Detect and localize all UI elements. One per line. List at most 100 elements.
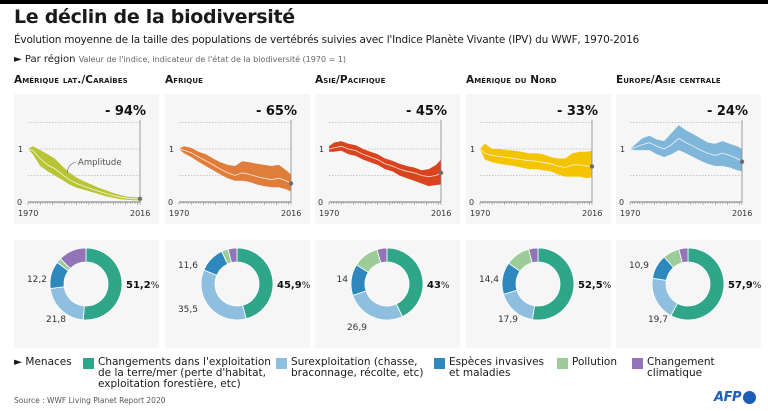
donut-slice-overexploitation: [651, 277, 679, 317]
donut-label-land-sea-use: 45,9%: [277, 280, 311, 291]
region-title: Asie/Pacifique: [315, 74, 386, 86]
x-tick-label: 2016: [130, 209, 150, 218]
y-tick-label: 0: [318, 198, 323, 207]
donut-label-overexploitation: 19,7: [648, 315, 668, 325]
x-tick-label: 2016: [281, 209, 301, 218]
donut-slice-overexploitation: [200, 269, 247, 321]
donut-slice-overexploitation: [352, 290, 403, 321]
y-tick-label: 0: [469, 198, 474, 207]
end-value-dot: [137, 196, 143, 202]
decline-percentage: - 45%: [406, 104, 447, 119]
decline-percentage: - 33%: [557, 104, 598, 119]
end-value-dot: [288, 181, 294, 186]
source-note: Source : WWF Living Planet Report 2020: [14, 396, 166, 405]
afp-logo: AFP: [714, 390, 756, 405]
page-title: Le déclin de la biodiversité: [14, 6, 295, 28]
legend-label: Surexploitation (chasse, braconnage, réc…: [291, 356, 424, 379]
by-region-label: ► Par région: [14, 54, 76, 65]
legend-label: Pollution: [572, 356, 617, 368]
index-chart: 0 1 1970 2016 - 33%: [469, 104, 602, 218]
legend-swatch: [632, 358, 643, 369]
donut-slice-climate-change: [227, 247, 238, 264]
donut-slice-climate-change: [376, 247, 388, 264]
decline-percentage: - 94%: [105, 104, 146, 119]
x-tick-label: 2016: [582, 209, 602, 218]
x-tick-label: 1970: [18, 209, 38, 218]
threats-donut-chart: 51,2% 12,2 21,8: [27, 247, 160, 325]
index-line: [178, 148, 292, 184]
index-line: [479, 148, 593, 168]
y-tick-label: 1: [620, 145, 625, 154]
donut-slice-climate-change: [528, 247, 539, 264]
donut-label-invasive-species: 11,6: [178, 261, 198, 271]
decline-percentage: - 24%: [707, 104, 748, 119]
x-tick-label: 1970: [169, 209, 189, 218]
donut-slice-climate-change: [59, 247, 87, 270]
x-tick-label: 1970: [620, 209, 640, 218]
x-tick-label: 2016: [732, 209, 752, 218]
donut-slice-land-sea-use: [531, 247, 575, 321]
donut-label-land-sea-use: 51,2%: [126, 280, 160, 291]
donut-label-invasive-species: 10,9: [629, 261, 649, 271]
legend-label: Changements dans l'exploitation de la te…: [98, 356, 271, 390]
amplitude-band: [28, 146, 140, 201]
threats-donut-chart: 52,5% 14,4 17,9: [479, 247, 612, 325]
end-value-dot: [739, 159, 745, 164]
subtitle: Évolution moyenne de la taille des popul…: [14, 34, 640, 46]
x-tick-label: 2016: [431, 209, 451, 218]
index-chart: 0 1 1970 2016 - 94% Amplitude: [17, 104, 150, 218]
donut-slice-land-sea-use: [82, 247, 123, 321]
threats-donut-chart: 57,9% 10,9 19,7: [629, 247, 762, 325]
y-tick-label: 0: [17, 198, 22, 207]
index-line: [328, 145, 442, 178]
donut-label-invasive-species: 14: [337, 275, 349, 285]
donut-label-overexploitation: 26,9: [347, 323, 367, 333]
donut-slice-climate-change: [678, 247, 689, 264]
legend-swatch: [557, 358, 568, 369]
index-line: [629, 137, 743, 163]
top-bar: [0, 0, 768, 4]
donut-slice-land-sea-use: [670, 247, 725, 321]
amplitude-band: [179, 146, 291, 192]
afp-logo-text: AFP: [714, 390, 741, 405]
index-chart: 0 1 1970 2016 - 65%: [168, 104, 301, 218]
y-tick-label: 1: [169, 145, 174, 154]
end-value-dot: [438, 170, 444, 176]
region-title: Afrique: [165, 74, 204, 86]
amplitude-band: [630, 125, 742, 172]
legend-title: ► Menaces: [14, 356, 72, 368]
threats-donut-chart: 45,9% 11,6 35,5: [178, 247, 311, 321]
amplitude-annotation: Amplitude: [78, 158, 122, 168]
donut-label-overexploitation: 21,8: [46, 315, 66, 325]
donut-label-overexploitation: 35,5: [178, 305, 198, 315]
donut-label-overexploitation: 17,9: [498, 315, 518, 325]
legend-swatch: [276, 358, 287, 369]
donut-label-land-sea-use: 52,5%: [578, 280, 612, 291]
donut-label-invasive-species: 14,4: [479, 275, 499, 285]
donut-label-invasive-species: 12,2: [27, 275, 47, 285]
by-region-heading: ► Par région Valeur de l'indice, indicat…: [14, 54, 346, 65]
y-tick-label: 0: [168, 198, 173, 207]
donut-label-land-sea-use: 57,9%: [728, 280, 762, 291]
legend-swatch: [83, 358, 94, 369]
x-tick-label: 1970: [319, 209, 339, 218]
y-tick-label: 1: [470, 145, 475, 154]
region-title: Amérique lat./Caraïbes: [14, 74, 128, 86]
x-tick-label: 1970: [470, 209, 490, 218]
end-value-dot: [589, 164, 595, 169]
decline-percentage: - 65%: [256, 104, 297, 119]
legend-label: Changement climatique: [647, 356, 715, 379]
afp-logo-dot: [743, 391, 756, 404]
legend-label: Espèces invasives et maladies: [449, 356, 545, 379]
region-title: Europe/Asie centrale: [616, 74, 721, 86]
region-title: Amérique du Nord: [466, 74, 557, 86]
y-tick-label: 1: [319, 145, 324, 154]
y-tick-label: 1: [18, 145, 23, 154]
index-chart: 0 1 1970 2016 - 45%: [318, 104, 451, 218]
threats-donut-chart: 43% 14 26,9: [337, 247, 450, 333]
donut-label-land-sea-use: 43%: [427, 280, 450, 291]
index-line: [27, 148, 140, 200]
legend-swatch: [434, 358, 445, 369]
y-tick-label: 0: [619, 198, 624, 207]
index-chart: 0 1 1970 2016 - 24%: [619, 104, 752, 218]
